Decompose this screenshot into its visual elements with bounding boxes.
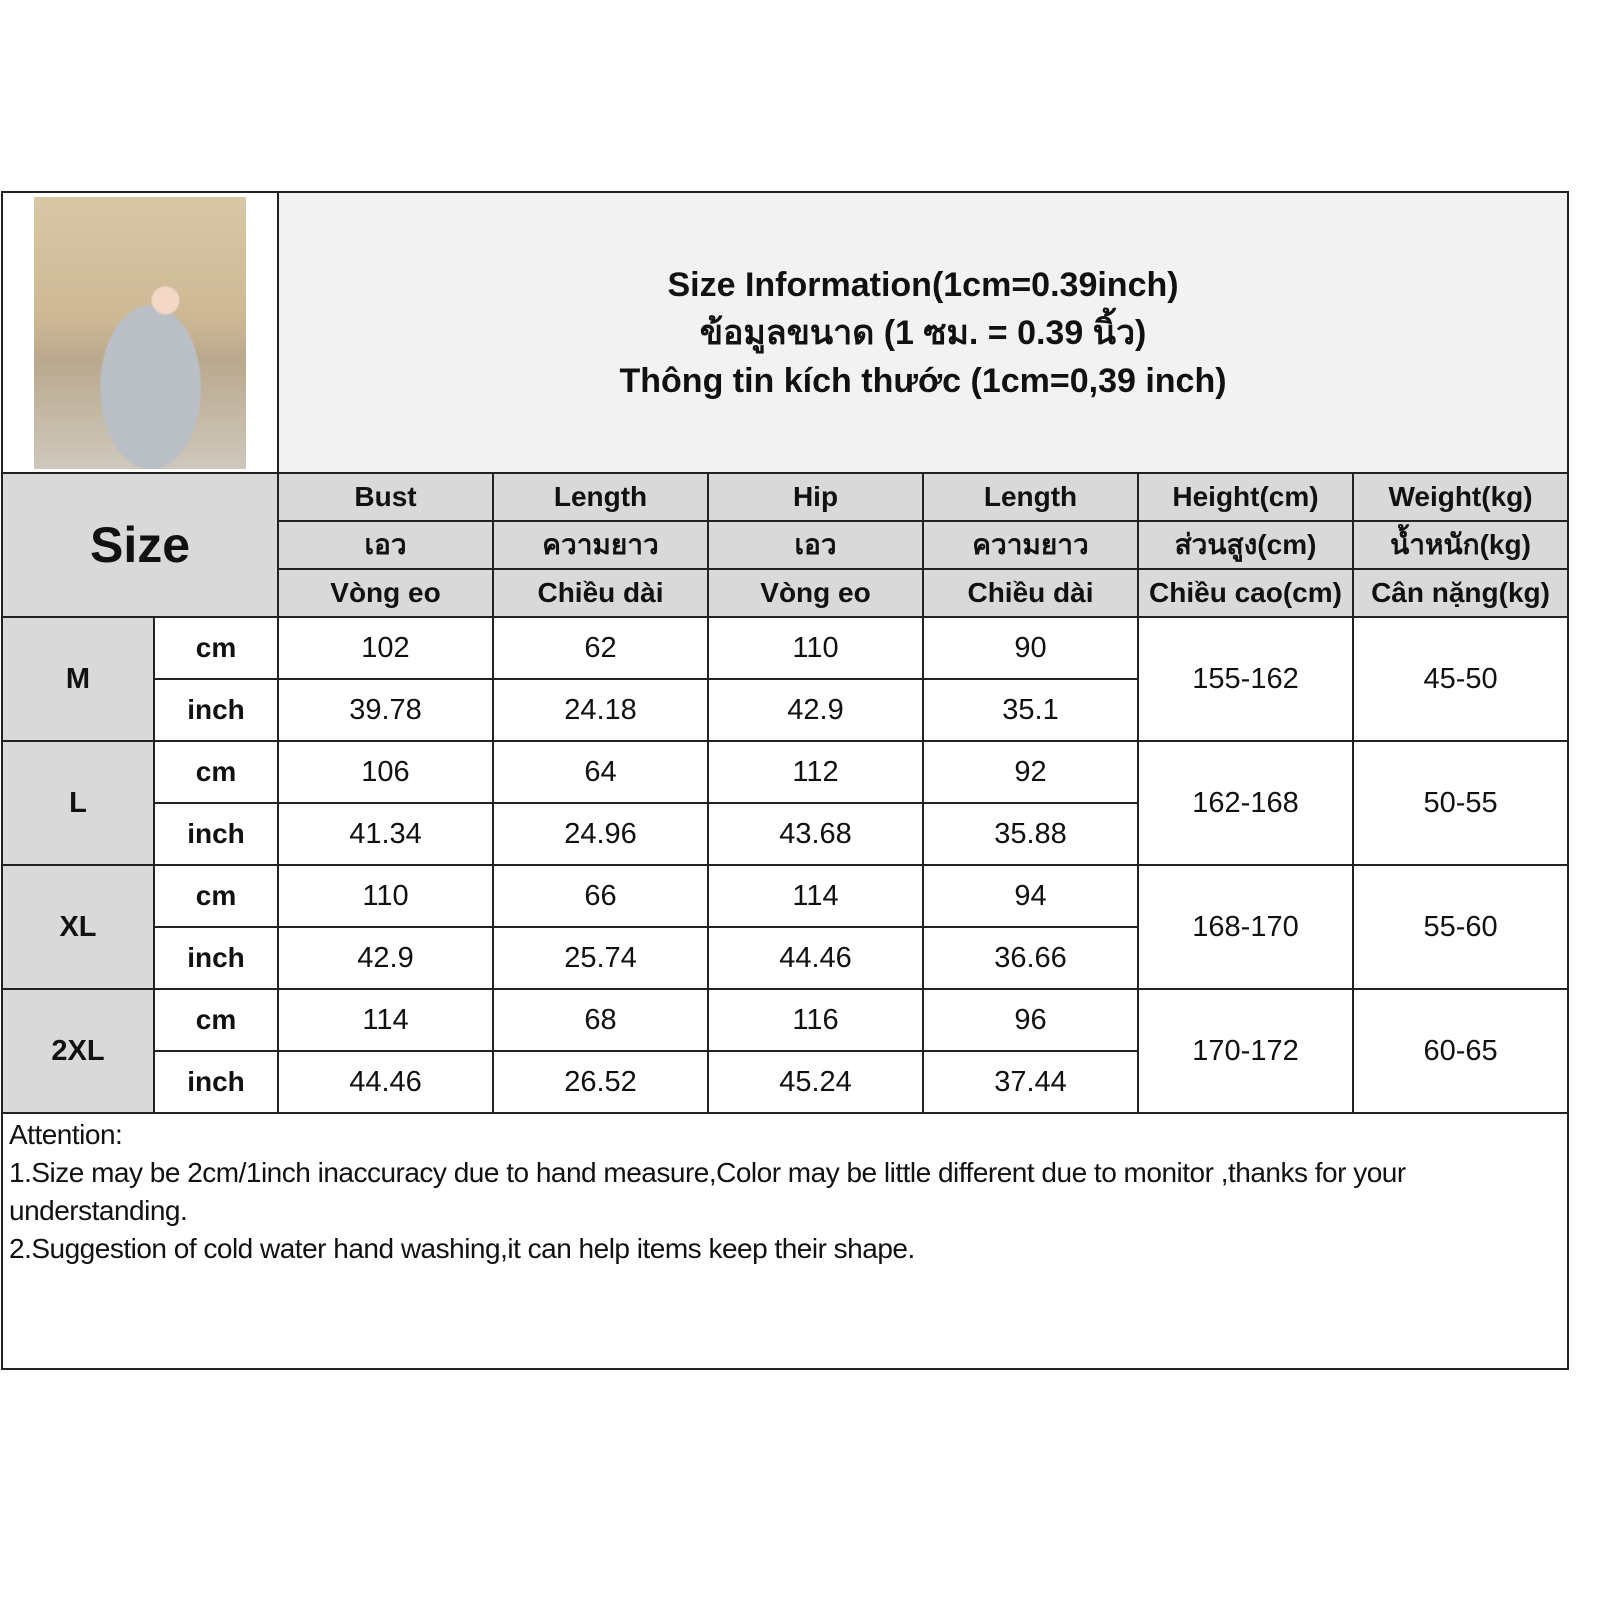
note-2: 2.Suggestion of cold water hand washing,… xyxy=(9,1233,915,1264)
measurement-cell: 114 xyxy=(707,864,924,928)
unit-label: cm xyxy=(153,740,279,804)
size-header: Size xyxy=(1,472,279,618)
column-header-vi: Chiều dài xyxy=(922,568,1139,618)
title-vietnamese: Thông tin kích thước (1cm=0,39 inch) xyxy=(619,361,1227,400)
height-range: 162-168 xyxy=(1137,740,1354,866)
height-range: 168-170 xyxy=(1137,864,1354,990)
unit-label: inch xyxy=(153,802,279,866)
column-header-th: ส่วนสูง(cm) xyxy=(1137,520,1354,570)
size-label: L xyxy=(1,740,155,866)
column-header-th: เอว xyxy=(707,520,924,570)
column-header-vi: Chiều dài xyxy=(492,568,709,618)
title-thai: ข้อมูลขนาด (1 ซม. = 0.39 นิ้ว) xyxy=(699,313,1147,352)
unit-label: cm xyxy=(153,616,279,680)
weight-range: 45-50 xyxy=(1351,616,1570,742)
measurement-cell: 43.68 xyxy=(707,802,924,866)
title-english: Size Information(1cm=0.39inch) xyxy=(667,265,1179,304)
measurement-cell: 64 xyxy=(492,740,709,804)
height-range: 155-162 xyxy=(1137,616,1354,742)
measurement-cell: 110 xyxy=(277,864,494,928)
weight-range: 50-55 xyxy=(1351,740,1570,866)
column-header-th: ความยาว xyxy=(922,520,1139,570)
column-header-en: Bust xyxy=(277,472,494,522)
measurement-cell: 110 xyxy=(707,616,924,680)
measurement-cell: 62 xyxy=(492,616,709,680)
note-1: 1.Size may be 2cm/1inch inaccuracy due t… xyxy=(9,1157,1406,1226)
measurement-cell: 44.46 xyxy=(277,1050,494,1114)
table-row: 2XL cm 114 68 116 96 170-172 60-65 xyxy=(1,988,1570,1114)
product-photo-cell xyxy=(1,191,279,474)
column-header-en: Length xyxy=(922,472,1139,522)
measurement-cell: 94 xyxy=(922,864,1139,928)
size-label: XL xyxy=(1,864,155,990)
size-label: M xyxy=(1,616,155,742)
table-row: inch 41.34 24.96 43.68 35.88 xyxy=(2,802,1568,866)
measurement-cell: 24.18 xyxy=(492,678,709,742)
unit-label: inch xyxy=(153,926,279,990)
weight-range: 55-60 xyxy=(1351,864,1570,990)
size-label: 2XL xyxy=(1,988,155,1114)
attention-notes: Attention: 1.Size may be 2cm/1inch inacc… xyxy=(0,1112,1570,1370)
column-header-th: ความยาว xyxy=(492,520,709,570)
measurement-cell: 116 xyxy=(707,988,924,1052)
measurement-cell: 35.1 xyxy=(922,678,1139,742)
unit-label: inch xyxy=(153,1050,279,1114)
table-row: inch 39.78 24.18 42.9 35.1 xyxy=(2,678,1568,742)
column-header-en: Weight(kg) xyxy=(1351,472,1570,522)
measurement-cell: 44.46 xyxy=(707,926,924,990)
column-header-en: Hip xyxy=(707,472,924,522)
column-header-vi: Vòng eo xyxy=(707,568,924,618)
column-header-vi: Vòng eo xyxy=(277,568,494,618)
measurement-cell: 92 xyxy=(922,740,1139,804)
column-header-vi: Cân nặng(kg) xyxy=(1351,568,1570,618)
measurement-cell: 25.74 xyxy=(492,926,709,990)
unit-label: cm xyxy=(153,988,279,1052)
column-header-en: Length xyxy=(492,472,709,522)
measurement-cell: 112 xyxy=(707,740,924,804)
measurement-cell: 96 xyxy=(922,988,1139,1052)
unit-label: cm xyxy=(153,864,279,928)
column-header-th: เอว xyxy=(277,520,494,570)
measurement-cell: 36.66 xyxy=(922,926,1139,990)
measurement-cell: 26.52 xyxy=(492,1050,709,1114)
weight-range: 60-65 xyxy=(1351,988,1570,1114)
table-row: inch 42.9 25.74 44.46 36.66 xyxy=(2,926,1568,990)
measurement-cell: 42.9 xyxy=(277,926,494,990)
measurement-cell: 68 xyxy=(492,988,709,1052)
measurement-cell: 66 xyxy=(492,864,709,928)
size-chart-table: Size Information(1cm=0.39inch) ข้อมูลขนา… xyxy=(0,191,1570,1370)
measurement-cell: 37.44 xyxy=(922,1050,1139,1114)
column-header-th: น้ำหนัก(kg) xyxy=(1351,520,1570,570)
measurement-cell: 90 xyxy=(922,616,1139,680)
measurement-cell: 45.24 xyxy=(707,1050,924,1114)
measurement-cell: 114 xyxy=(277,988,494,1052)
notes-heading: Attention: xyxy=(9,1119,123,1150)
measurement-cell: 35.88 xyxy=(922,802,1139,866)
table-row: XL cm 110 66 114 94 168-170 55-60 xyxy=(1,864,1570,990)
table-row: inch 44.46 26.52 45.24 37.44 xyxy=(2,1050,1568,1114)
product-photo xyxy=(34,196,246,469)
measurement-cell: 24.96 xyxy=(492,802,709,866)
measurement-cell: 39.78 xyxy=(277,678,494,742)
column-header-vi: Chiều cao(cm) xyxy=(1137,568,1354,618)
height-range: 170-172 xyxy=(1137,988,1354,1114)
title-cell: Size Information(1cm=0.39inch) ข้อมูลขนา… xyxy=(276,191,1570,474)
column-header-en: Height(cm) xyxy=(1137,472,1354,522)
measurement-cell: 106 xyxy=(277,740,494,804)
measurement-cell: 42.9 xyxy=(707,678,924,742)
unit-label: inch xyxy=(153,678,279,742)
measurement-cell: 41.34 xyxy=(277,802,494,866)
measurement-cell: 102 xyxy=(277,616,494,680)
